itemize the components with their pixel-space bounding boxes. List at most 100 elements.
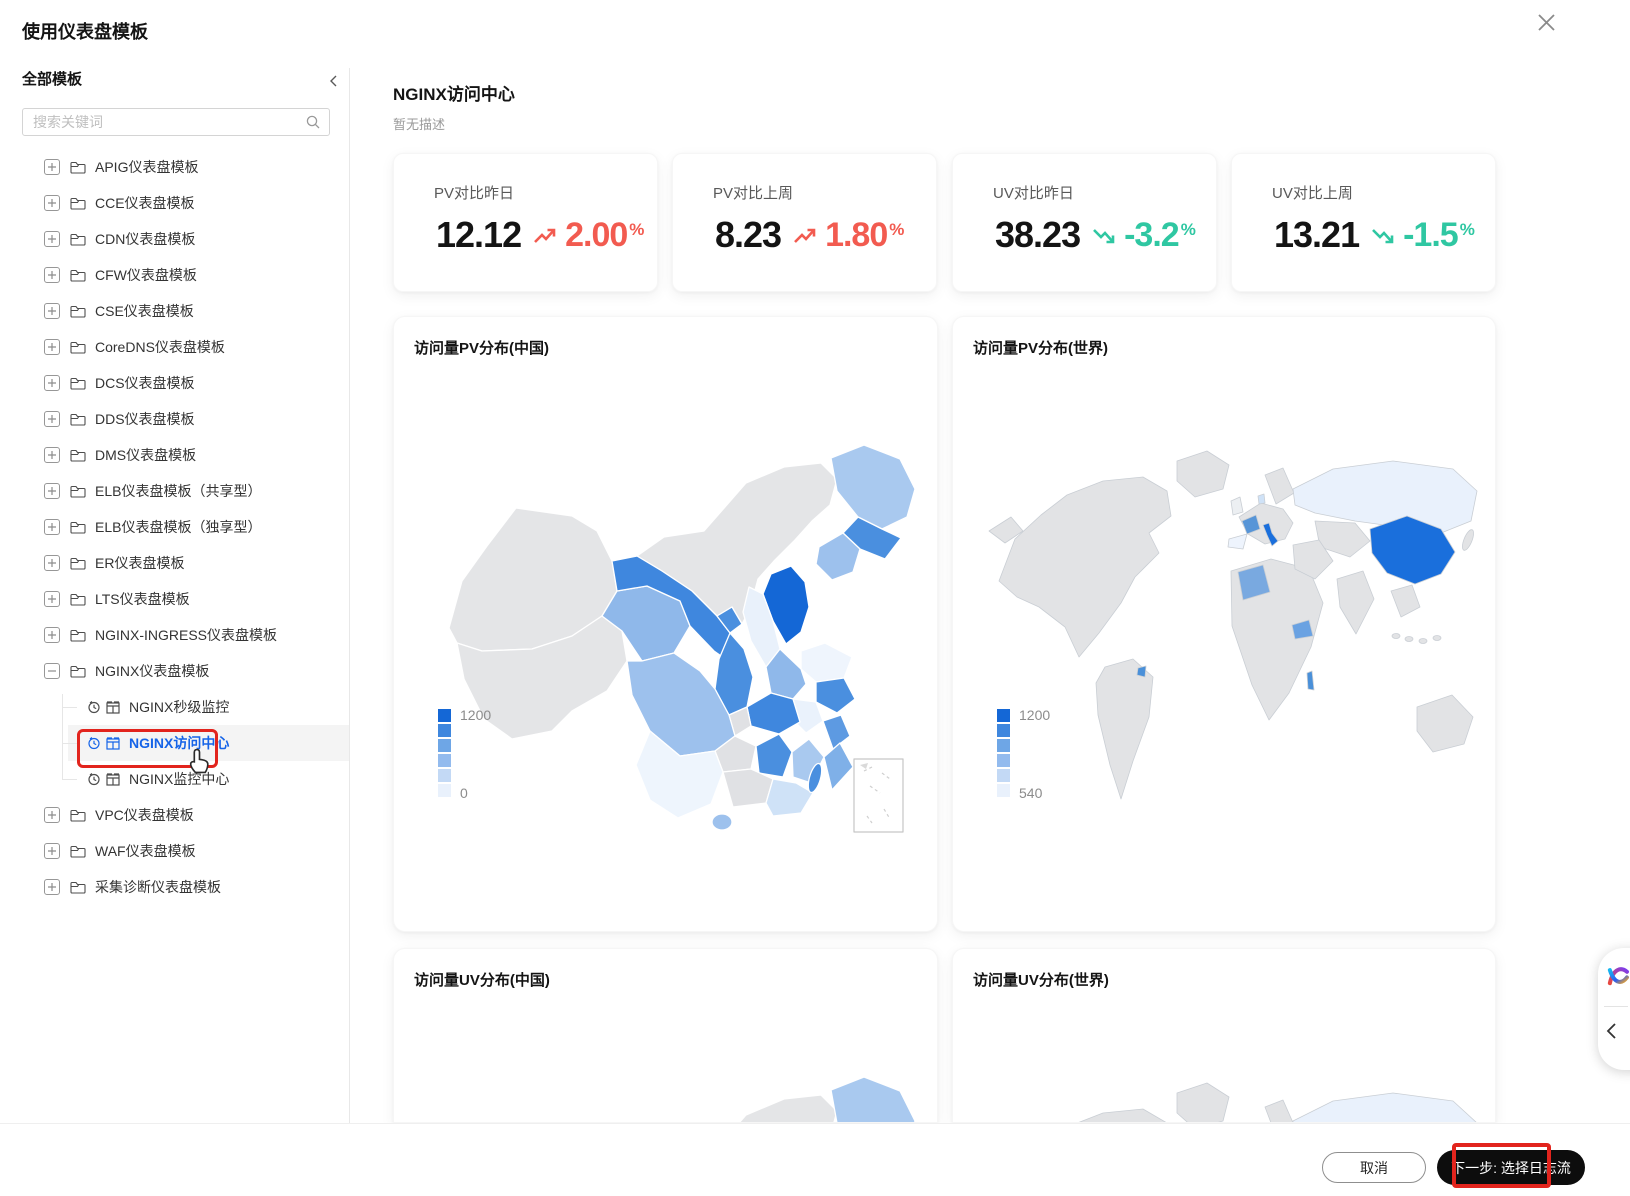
expand-icon[interactable] — [44, 303, 60, 319]
sidebar-item-dds[interactable]: DDS仪表盘模板 — [22, 401, 338, 437]
sidebar-item-lts[interactable]: LTS仪表盘模板 — [22, 581, 338, 617]
next-step-button[interactable]: 下一步: 选择日志流 — [1437, 1150, 1585, 1185]
sidebar-item-elb-dedicated[interactable]: ELB仪表盘模板（独享型） — [22, 509, 338, 545]
template-tree: APIG仪表盘模板 CCE仪表盘模板 CDN仪表盘模板 CFW仪表盘模板 CSE… — [22, 149, 349, 905]
expand-icon[interactable] — [44, 195, 60, 211]
expand-icon[interactable] — [44, 447, 60, 463]
panel-title: 访问量PV分布(世界) — [973, 340, 1109, 357]
template-sidebar: 全部模板 APIG仪表盘模板 CCE仪表盘模板 CDN仪表盘模板 CFW仪表盘模… — [22, 68, 349, 895]
trend-down-icon — [1092, 227, 1116, 250]
panel-title: 访问量PV分布(中国) — [414, 340, 550, 357]
sidebar-item-cse[interactable]: CSE仪表盘模板 — [22, 293, 338, 329]
folder-icon — [70, 305, 86, 318]
sidebar-item-nginx-ingress[interactable]: NGINX-INGRESS仪表盘模板 — [22, 617, 338, 653]
expand-icon[interactable] — [44, 519, 60, 535]
close-icon[interactable] — [1530, 6, 1562, 38]
sidebar-item-label: CFW仪表盘模板 — [95, 267, 197, 283]
sidebar-item-cfw[interactable]: CFW仪表盘模板 — [22, 257, 338, 293]
sidebar-item-label: DMS仪表盘模板 — [95, 447, 197, 463]
sidebar-item-collect-diagnosis[interactable]: 采集诊断仪表盘模板 — [22, 869, 338, 905]
expand-icon[interactable] — [44, 339, 60, 355]
legend-min-label: 540 — [1019, 785, 1043, 801]
chevron-left-icon[interactable] — [1606, 1022, 1617, 1045]
legend-swatch — [438, 739, 451, 752]
folder-icon — [70, 557, 86, 570]
stat-label: UV对比上周 — [1272, 185, 1353, 202]
sidebar-item-label: CSE仪表盘模板 — [95, 303, 194, 319]
legend-swatch — [438, 709, 451, 722]
map-legend: 1200 540 — [997, 707, 1050, 801]
sidebar-item-label: ELB仪表盘模板（独享型） — [95, 519, 262, 535]
legend-max-label: 1200 — [460, 707, 492, 723]
expand-icon[interactable] — [44, 627, 60, 643]
cancel-button[interactable]: 取消 — [1322, 1152, 1426, 1183]
widget-divider — [1604, 1006, 1628, 1007]
sidebar-item-label: ELB仪表盘模板（共享型） — [95, 483, 262, 499]
trend-down-icon — [1371, 227, 1395, 250]
expand-icon[interactable] — [44, 555, 60, 571]
panel-title: 访问量UV分布(世界) — [973, 972, 1109, 989]
sidebar-item-cdn[interactable]: CDN仪表盘模板 — [22, 221, 338, 257]
legend-max-label: 1200 — [1019, 707, 1051, 723]
china-choropleth-map — [448, 444, 916, 833]
dashboard-icon — [106, 736, 120, 750]
expand-icon[interactable] — [44, 267, 60, 283]
sidebar-item-nginx[interactable]: NGINX仪表盘模板 — [22, 653, 338, 689]
folder-icon — [70, 881, 86, 894]
expand-icon[interactable] — [44, 159, 60, 175]
sidebar-item-elb-shared[interactable]: ELB仪表盘模板（共享型） — [22, 473, 338, 509]
folder-icon — [70, 413, 86, 426]
folder-icon — [70, 809, 86, 822]
stat-change-unit: % — [1180, 220, 1196, 239]
folder-icon — [70, 161, 86, 174]
expand-icon[interactable] — [44, 231, 60, 247]
collapse-icon[interactable] — [44, 663, 60, 679]
search-icon[interactable] — [305, 114, 321, 135]
sidebar-item-dms[interactable]: DMS仪表盘模板 — [22, 437, 338, 473]
expand-icon[interactable] — [44, 843, 60, 859]
stat-value: 38.23 — [995, 214, 1081, 255]
legend-swatch — [438, 769, 451, 782]
folder-icon — [70, 377, 86, 390]
sidebar-item-nginx-monitor-center[interactable]: NGINX监控中心 — [22, 761, 338, 797]
stat-card-pv-lastweek: PV对比上周 8.23 1.80 % — [672, 153, 937, 292]
sidebar-item-apig[interactable]: APIG仪表盘模板 — [22, 149, 338, 185]
sidebar-item-cce[interactable]: CCE仪表盘模板 — [22, 185, 338, 221]
folder-icon — [70, 665, 86, 678]
expand-icon[interactable] — [44, 483, 60, 499]
dashboard-icon — [106, 700, 120, 714]
sidebar-item-vpc[interactable]: VPC仪表盘模板 — [22, 797, 338, 833]
collapse-sidebar-icon[interactable] — [324, 72, 342, 90]
folder-icon — [70, 845, 86, 858]
map-legend: 1200 0 — [438, 707, 491, 801]
sidebar-item-dcs[interactable]: DCS仪表盘模板 — [22, 365, 338, 401]
sidebar-item-nginx-seconds-monitor[interactable]: NGINX秒级监控 — [22, 689, 338, 725]
stat-value: 13.21 — [1274, 214, 1360, 255]
expand-icon[interactable] — [44, 411, 60, 427]
sidebar-item-label: APIG仪表盘模板 — [95, 159, 199, 175]
folder-icon — [70, 485, 86, 498]
folder-icon — [70, 521, 86, 534]
stat-change: 1.80 — [825, 215, 888, 254]
expand-icon[interactable] — [44, 591, 60, 607]
legend-swatch — [997, 769, 1010, 782]
floating-assistant-widget[interactable] — [1598, 948, 1630, 1070]
world-choropleth-map — [988, 1082, 1478, 1122]
expand-icon[interactable] — [44, 879, 60, 895]
stat-value: 8.23 — [715, 214, 782, 255]
stat-change-unit: % — [629, 220, 645, 239]
sidebar-item-coredns[interactable]: CoreDNS仪表盘模板 — [22, 329, 338, 365]
sidebar-item-waf[interactable]: WAF仪表盘模板 — [22, 833, 338, 869]
search-input[interactable] — [23, 109, 329, 135]
panel-pv-map-world: 访问量PV分布(世界) 1200 540 — [952, 316, 1496, 932]
stat-value: 12.12 — [436, 214, 522, 255]
tree-connector — [62, 779, 77, 780]
expand-icon[interactable] — [44, 375, 60, 391]
clock-icon — [87, 772, 101, 786]
stat-label: PV对比昨日 — [434, 185, 515, 202]
legend-min-label: 0 — [460, 785, 468, 801]
panel-pv-map-china: 访问量PV分布(中国) 1200 0 — [393, 316, 938, 932]
expand-icon[interactable] — [44, 807, 60, 823]
sidebar-item-label: NGINX仪表盘模板 — [95, 663, 210, 679]
sidebar-item-er[interactable]: ER仪表盘模板 — [22, 545, 338, 581]
